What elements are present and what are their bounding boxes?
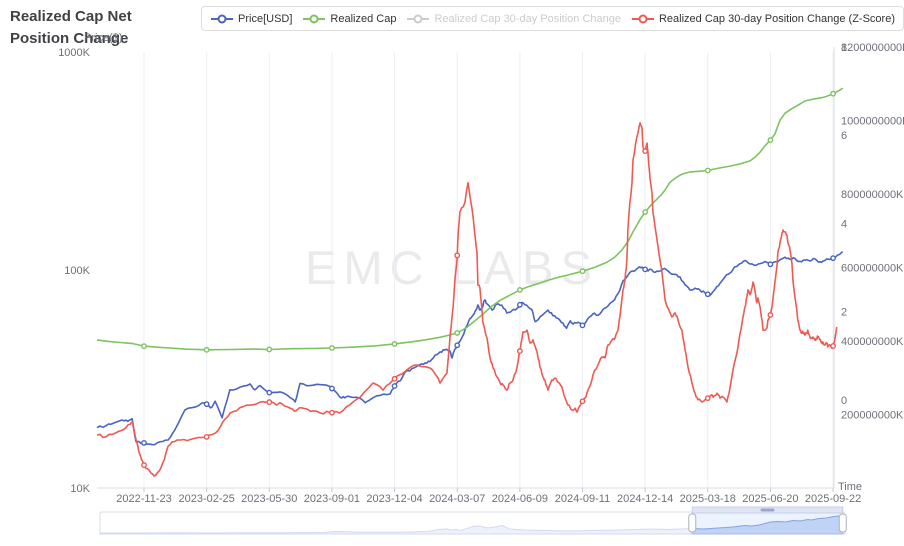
- series-marker: [516, 301, 523, 308]
- series-marker: [454, 330, 461, 336]
- right-z-axis-label: 2: [841, 307, 847, 319]
- watermark: EMC LABS: [305, 241, 599, 294]
- x-tick-label: 2023-02-25: [179, 493, 235, 505]
- navigator-handle-left[interactable]: [688, 513, 697, 533]
- x-tick-label: 2024-09-11: [555, 493, 610, 505]
- series-marker: [329, 409, 335, 416]
- series-marker: [454, 342, 461, 349]
- right-value-axis-label: 800000000K: [841, 189, 904, 201]
- legend-line-circle-icon: [407, 14, 430, 23]
- series-marker: [767, 261, 774, 268]
- legend-item-3[interactable]: Realized Cap 30-day Position Change (Z-S…: [631, 13, 895, 25]
- x-tick-label: 2022-11-23: [116, 493, 171, 505]
- left-axis-label: 100K: [64, 265, 90, 277]
- x-tick-label: 2024-06-09: [492, 493, 548, 505]
- series-marker: [704, 395, 711, 402]
- legend-item-label: Realized Cap 30-day Position Change: [434, 12, 621, 25]
- x-axis-name: Time: [838, 481, 863, 493]
- series-marker: [391, 383, 398, 389]
- series-marker: [391, 375, 398, 382]
- series-marker: [704, 291, 711, 298]
- legend-item-label: Price[USD]: [238, 12, 293, 25]
- titlebar: Realized Cap Net Position Change Price[U…: [10, 6, 904, 50]
- x-tick-label: 2023-05-30: [241, 493, 297, 505]
- legend-item-0[interactable]: Price[USD]: [210, 13, 292, 25]
- series-line-1: [96, 87, 844, 351]
- legend: Price[USD] Realized Cap Realized Cap 30-da…: [201, 6, 904, 31]
- navigator-handle-right[interactable]: [838, 513, 847, 533]
- series-marker: [579, 398, 586, 405]
- series-marker: [642, 266, 649, 273]
- left-axis-name: Price($): [84, 32, 123, 44]
- series-marker: [141, 343, 147, 350]
- x-tick-label: 2025-06-20: [742, 493, 798, 505]
- right-value-axis-label: 1200000000K: [841, 42, 904, 54]
- series-marker: [516, 286, 523, 293]
- series-marker: [704, 167, 711, 174]
- right-value-axis-label: 600000000K: [841, 263, 904, 275]
- series-marker: [642, 209, 649, 215]
- right-value-axis-label: 1000000000K: [841, 116, 904, 128]
- right-value-axis-label: 200000000K: [841, 410, 904, 422]
- series-marker: [454, 252, 461, 259]
- series-marker: [767, 312, 774, 318]
- left-axis-label: 10K: [70, 483, 90, 495]
- series-line-2: [96, 122, 838, 477]
- series-marker: [830, 90, 836, 97]
- x-tick-label: 2024-12-14: [617, 493, 673, 505]
- series-marker: [579, 322, 586, 329]
- legend-line-circle-icon: [211, 14, 234, 23]
- series-marker: [203, 346, 210, 353]
- series-marker: [391, 341, 398, 347]
- series-marker: [579, 268, 586, 275]
- series-marker: [329, 345, 335, 351]
- x-tick-label: 2025-09-22: [805, 493, 861, 505]
- series-marker: [141, 440, 147, 446]
- series-marker: [516, 348, 523, 354]
- x-tick-label: 2023-09-01: [304, 493, 360, 505]
- series-marker: [767, 137, 774, 143]
- legend-item-label: Realized Cap: [330, 12, 397, 25]
- right-z-axis-label: 8: [841, 42, 847, 54]
- legend-item-label: Realized Cap 30-day Position Change (Z-S…: [658, 12, 895, 25]
- series-marker: [266, 346, 273, 353]
- page-title: Realized Cap Net Position Change: [10, 8, 132, 47]
- series-marker: [266, 389, 273, 396]
- series-marker: [203, 434, 210, 440]
- legend-line-circle-icon: [631, 14, 654, 23]
- series-marker: [642, 148, 649, 154]
- x-tick-label: 2025-03-18: [680, 493, 736, 505]
- series-marker: [329, 385, 335, 392]
- series-marker: [203, 401, 210, 408]
- right-z-axis-label: 4: [841, 218, 847, 230]
- navigator-silhouette-selected: [692, 515, 843, 535]
- right-z-axis-label: 6: [841, 130, 847, 142]
- navigator-window[interactable]: [691, 511, 844, 535]
- x-tick-label: 2023-12-04: [366, 493, 422, 505]
- navigator-move-grip[interactable]: [760, 508, 775, 512]
- x-tick-label: 2024-03-07: [429, 493, 485, 505]
- right-z-axis-label: 0: [841, 395, 847, 407]
- legend-item-2[interactable]: Realized Cap 30-day Position Change: [406, 13, 621, 25]
- legend-item-1[interactable]: Realized Cap: [302, 13, 396, 25]
- series-marker: [830, 255, 836, 262]
- series-marker: [830, 343, 836, 349]
- left-axis-label: 1000K: [58, 47, 90, 59]
- series-marker: [141, 462, 147, 468]
- legend-line-circle-icon: [303, 14, 326, 23]
- series-marker: [266, 399, 273, 405]
- right-value-axis-label: 400000000K: [841, 336, 904, 348]
